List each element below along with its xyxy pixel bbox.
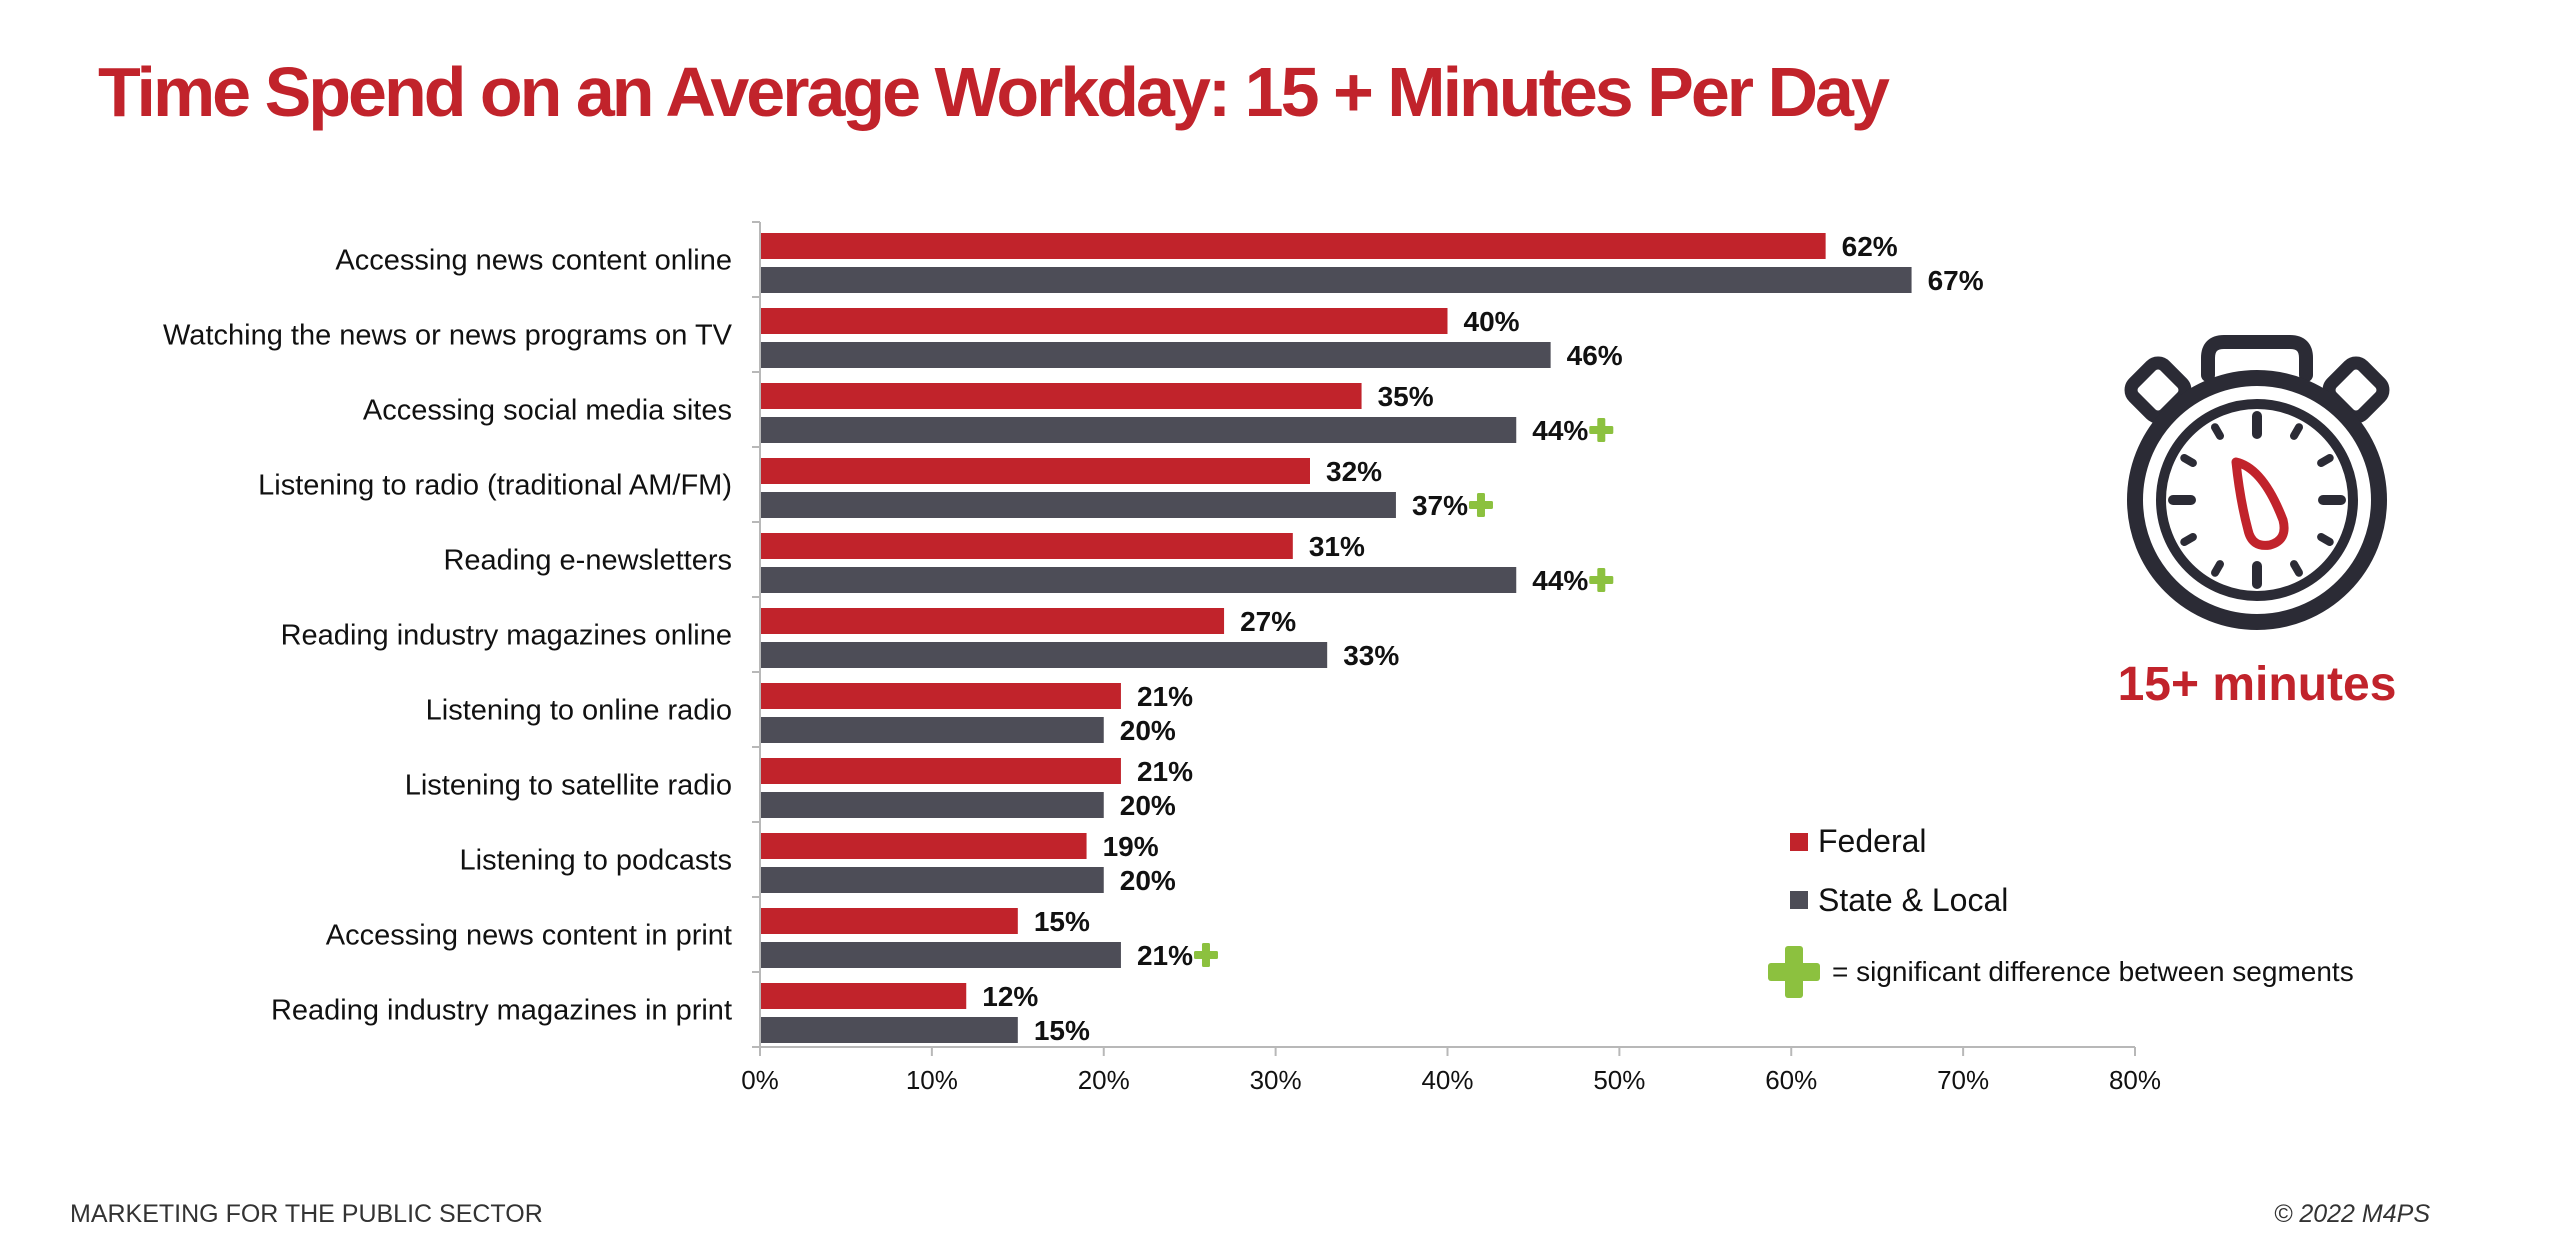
stopwatch-icon bbox=[2124, 335, 2390, 630]
bar-state-local-reading-industry-magazines-online bbox=[760, 642, 1328, 668]
significance-plus-icon bbox=[1589, 418, 1614, 442]
significance-plus-icon bbox=[1193, 943, 1218, 967]
bar-state-local-watching-the-news-or-news-programs-on-tv bbox=[760, 342, 1551, 368]
value-label-federal-listening-to-online-radio: 21% bbox=[1137, 681, 1193, 712]
value-label-federal-listening-to-satellite-radio: 21% bbox=[1137, 756, 1193, 787]
value-label-federal-accessing-news-content-online: 62% bbox=[1842, 231, 1898, 262]
x-tick-label-5: 50% bbox=[1593, 1065, 1645, 1095]
legend-label-federal: Federal bbox=[1818, 823, 1927, 859]
bar-state-local-listening-to-podcasts bbox=[760, 867, 1104, 893]
bar-federal-listening-to-satellite-radio bbox=[760, 758, 1121, 784]
category-label-watching-the-news-or-news-programs-on-tv: Watching the news or news programs on TV bbox=[163, 320, 733, 352]
significance-plus-icon bbox=[1768, 946, 1820, 998]
bar-state-local-accessing-news-content-in-print bbox=[760, 942, 1121, 968]
x-tick-label-3: 30% bbox=[1250, 1065, 1302, 1095]
bar-federal-reading-industry-magazines-in-print bbox=[760, 983, 967, 1009]
bar-federal-reading-industry-magazines-online bbox=[760, 608, 1225, 634]
callout-label: 15+ minutes bbox=[2118, 658, 2397, 711]
category-label-accessing-news-content-online: Accessing news content online bbox=[335, 245, 732, 277]
bar-federal-watching-the-news-or-news-programs-on-tv bbox=[760, 308, 1448, 334]
bar-federal-accessing-news-content-online bbox=[760, 233, 1826, 259]
legend-swatch-state-local bbox=[1790, 891, 1808, 909]
value-label-state-local-accessing-news-content-in-print: 21% bbox=[1137, 940, 1193, 971]
bar-state-local-listening-to-satellite-radio bbox=[760, 792, 1104, 818]
x-axis: 0% 10% 20% 30% 40% 50% 60% 70% 80% bbox=[741, 221, 2161, 1095]
value-label-federal-reading-e-newsletters: 31% bbox=[1309, 531, 1365, 562]
x-tick-label-1: 10% bbox=[906, 1065, 958, 1095]
footer-copyright: © 2022 M4PS bbox=[2273, 1200, 2430, 1228]
legend-swatch-federal bbox=[1790, 833, 1808, 851]
bar-state-local-listening-to-radio-traditional-am-fm bbox=[760, 492, 1396, 518]
footer-organization: MARKETING FOR THE PUBLIC SECTOR bbox=[70, 1200, 543, 1228]
value-label-state-local-accessing-news-content-online: 67% bbox=[1928, 265, 1984, 296]
page-title: Time Spend on an Average Workday: 15 + M… bbox=[98, 53, 1890, 131]
value-label-state-local-listening-to-satellite-radio: 20% bbox=[1120, 790, 1176, 821]
bar-federal-listening-to-radio-traditional-am-fm bbox=[760, 458, 1310, 484]
value-label-state-local-accessing-social-media-sites: 44% bbox=[1532, 415, 1588, 446]
bar-state-local-accessing-news-content-online bbox=[760, 267, 1912, 293]
bar-federal-reading-e-newsletters bbox=[760, 533, 1293, 559]
value-label-federal-listening-to-radio-traditional-am-fm: 32% bbox=[1326, 456, 1382, 487]
value-label-state-local-reading-industry-magazines-in-print: 15% bbox=[1034, 1015, 1090, 1046]
bar-state-local-reading-e-newsletters bbox=[760, 567, 1517, 593]
bars-layer: 62%67%40%46%35%44%32%37%31%44%27%33%21%2… bbox=[760, 231, 1984, 1046]
value-label-federal-accessing-news-content-in-print: 15% bbox=[1034, 906, 1090, 937]
category-label-reading-industry-magazines-online: Reading industry magazines online bbox=[281, 620, 732, 652]
bar-federal-listening-to-podcasts bbox=[760, 833, 1087, 859]
value-label-state-local-listening-to-online-radio: 20% bbox=[1120, 715, 1176, 746]
x-tick-label-8: 80% bbox=[2109, 1065, 2161, 1095]
x-tick-label-0: 0% bbox=[741, 1065, 779, 1095]
x-tick-label-7: 70% bbox=[1937, 1065, 1989, 1095]
x-tick-label-2: 20% bbox=[1078, 1065, 1130, 1095]
significance-plus-icon bbox=[1468, 493, 1493, 517]
x-tick-label-6: 60% bbox=[1765, 1065, 1817, 1095]
value-label-federal-reading-industry-magazines-online: 27% bbox=[1240, 606, 1296, 637]
category-label-listening-to-online-radio: Listening to online radio bbox=[426, 695, 732, 727]
value-label-federal-watching-the-news-or-news-programs-on-tv: 40% bbox=[1464, 306, 1520, 337]
significance-plus-icon bbox=[1589, 568, 1614, 592]
legend: Federal State & Local = significant diff… bbox=[1768, 823, 2354, 998]
value-label-state-local-watching-the-news-or-news-programs-on-tv: 46% bbox=[1567, 340, 1623, 371]
category-label-accessing-news-content-in-print: Accessing news content in print bbox=[326, 920, 732, 952]
bar-federal-listening-to-online-radio bbox=[760, 683, 1121, 709]
bar-state-local-listening-to-online-radio bbox=[760, 717, 1104, 743]
category-label-reading-industry-magazines-in-print: Reading industry magazines in print bbox=[271, 995, 732, 1027]
value-label-federal-accessing-social-media-sites: 35% bbox=[1378, 381, 1434, 412]
category-label-listening-to-satellite-radio: Listening to satellite radio bbox=[405, 770, 732, 802]
category-label-listening-to-podcasts: Listening to podcasts bbox=[460, 845, 732, 877]
legend-label-state-local: State & Local bbox=[1818, 882, 2008, 918]
value-label-state-local-reading-e-newsletters: 44% bbox=[1532, 565, 1588, 596]
value-label-federal-reading-industry-magazines-in-print: 12% bbox=[982, 981, 1038, 1012]
value-label-state-local-reading-industry-magazines-online: 33% bbox=[1343, 640, 1399, 671]
bar-state-local-reading-industry-magazines-in-print bbox=[760, 1017, 1018, 1043]
bar-federal-accessing-social-media-sites bbox=[760, 383, 1362, 409]
legend-significance-note: = significant difference between segment… bbox=[1832, 956, 2354, 987]
x-tick-label-4: 40% bbox=[1421, 1065, 1473, 1095]
category-label-reading-e-newsletters: Reading e-newsletters bbox=[443, 545, 732, 577]
bar-federal-accessing-news-content-in-print bbox=[760, 908, 1018, 934]
value-label-state-local-listening-to-radio-traditional-am-fm: 37% bbox=[1412, 490, 1468, 521]
category-labels: Accessing news content online Watching th… bbox=[163, 245, 733, 1027]
category-label-accessing-social-media-sites: Accessing social media sites bbox=[363, 395, 732, 427]
category-label-listening-to-radio-traditional-am-fm: Listening to radio (traditional AM/FM) bbox=[258, 470, 732, 502]
bar-state-local-accessing-social-media-sites bbox=[760, 417, 1517, 443]
value-label-federal-listening-to-podcasts: 19% bbox=[1103, 831, 1159, 862]
value-label-state-local-listening-to-podcasts: 20% bbox=[1120, 865, 1176, 896]
